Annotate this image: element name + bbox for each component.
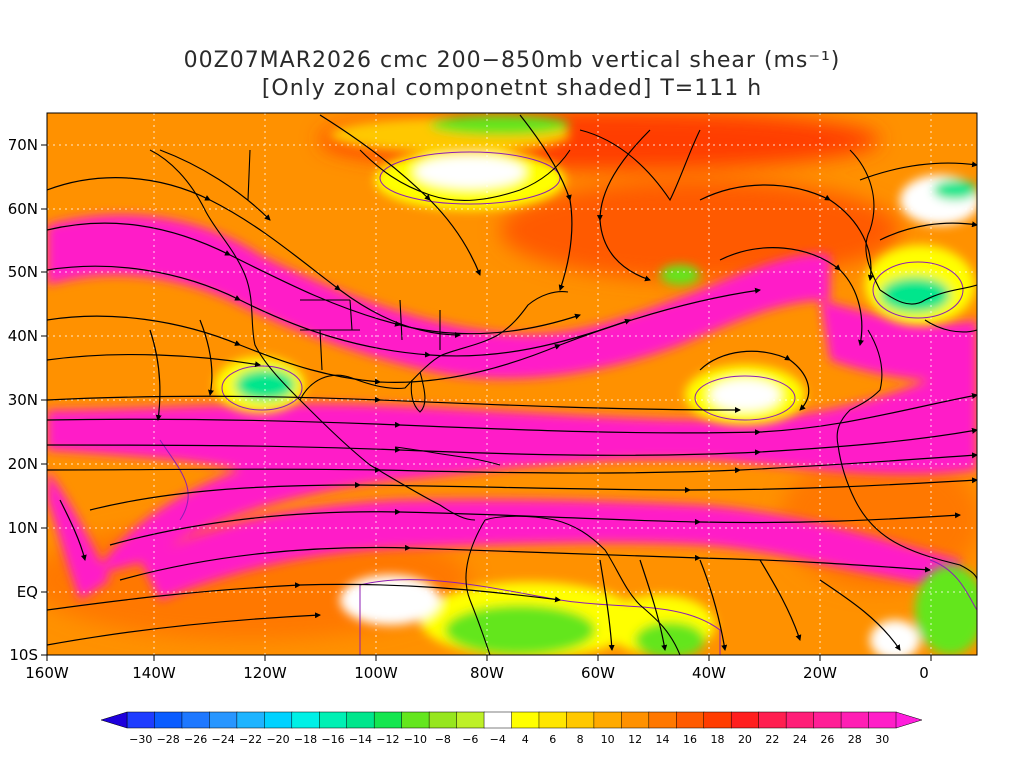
map-title-line-1: 00Z07MAR2026 cmc 200−850mb vertical shea… [183, 48, 841, 73]
colorbar-bin [401, 711, 430, 729]
lon-label-0: 0 [919, 664, 929, 682]
colorbar-bin [209, 711, 238, 729]
colorbar-tick-label: 10 [601, 733, 615, 746]
colorbar-bin [813, 711, 842, 729]
lat-label-10n: 10N [8, 519, 38, 537]
colorbar-tick-label: −14 [349, 733, 372, 746]
colorbar-tick-label: 16 [683, 733, 697, 746]
axis-ticks [41, 144, 932, 661]
colorbar-bin [291, 711, 320, 729]
colorbar-tick-label: −30 [129, 733, 152, 746]
lat-label-60n: 60N [8, 200, 38, 218]
colorbar-bin [181, 711, 211, 729]
shear-vector-streamlines [47, 114, 977, 651]
colorbar-tick-label: 26 [820, 733, 834, 746]
colorbar-bin [758, 711, 787, 729]
colorbar-bin [264, 711, 293, 729]
colorbar-bin [566, 711, 595, 729]
colorbar-tick-label: 6 [549, 733, 556, 746]
colorbar-bin [676, 711, 705, 729]
colorbar-tick-label: 4 [522, 733, 529, 746]
lon-label-100w: 100W [354, 664, 398, 682]
colorbar-tick-label: −28 [157, 733, 180, 746]
colorbar-bin [154, 711, 183, 729]
colorbar-bin [840, 711, 870, 729]
colorbar-tick-label: −18 [294, 733, 317, 746]
colorbar-max-arrow [895, 711, 923, 729]
lat-label-eq: EQ [17, 583, 38, 601]
colorbar-tick-label: −20 [266, 733, 289, 746]
colorbar-bin [346, 711, 375, 729]
colorbar-bin [868, 711, 897, 729]
lat-label-10s: 10S [9, 646, 38, 664]
colorbar-bin [785, 711, 815, 729]
colorbar-bin [538, 711, 568, 729]
colorbar-bin [593, 711, 623, 729]
colorbar-bin [703, 711, 732, 729]
colorbar-bin [730, 711, 760, 729]
colorbar-tick-label: 22 [765, 733, 779, 746]
colorbar-tick-label: 30 [875, 733, 889, 746]
lon-label-20w: 20W [803, 664, 837, 682]
longitude-labels: 160W 140W 120W 100W 80W 60W 40W 20W 0 [25, 664, 929, 682]
lat-label-20n: 20N [8, 455, 38, 473]
colorbar-tick-label: −16 [321, 733, 344, 746]
map-title-line-2: [Only zonal componetnt shaded] T=111 h [261, 76, 763, 101]
colorbar-tick-label: 28 [848, 733, 862, 746]
lat-label-70n: 70N [8, 136, 38, 154]
colorbar-tick-label: 18 [710, 733, 724, 746]
colorbar-bin [483, 711, 513, 729]
colorbar-bin [319, 711, 348, 729]
lon-label-120w: 120W [243, 664, 287, 682]
lon-label-80w: 80W [470, 664, 504, 682]
colorbar-tick-label: −24 [212, 733, 235, 746]
colorbar-bin [428, 711, 458, 729]
colorbar-tick-label: 24 [793, 733, 807, 746]
latitude-labels: 70N 60N 50N 40N 30N 20N 10N EQ 10S [8, 136, 38, 664]
map-frame [46, 112, 978, 656]
lon-label-140w: 140W [132, 664, 176, 682]
colorbar-tick-label: 20 [738, 733, 752, 746]
colorbar: −30 −28 −26 −24 −22 −20 −18 −16 −14 −12 −10 −8 −6 −4 4… [100, 711, 923, 746]
colorbar-tick-label: −8 [435, 733, 451, 746]
colorbar-bin [456, 711, 485, 729]
colorbar-tick-label: 14 [656, 733, 670, 746]
colorbar-tick-label: −26 [184, 733, 207, 746]
colorbar-tick-label: 8 [577, 733, 584, 746]
lat-label-40n: 40N [8, 327, 38, 345]
lon-label-160w: 160W [25, 664, 69, 682]
colorbar-tick-label: −4 [490, 733, 506, 746]
colorbar-bin [511, 711, 540, 729]
colorbar-bin [648, 711, 677, 729]
lat-label-50n: 50N [8, 263, 38, 281]
map-area [47, 113, 977, 655]
lat-label-30n: 30N [8, 391, 38, 409]
colorbar-bin [236, 711, 265, 729]
colorbar-tick-label: −12 [376, 733, 399, 746]
colorbar-bin [373, 711, 403, 729]
colorbar-min-arrow [100, 711, 128, 729]
lon-label-40w: 40W [692, 664, 726, 682]
colorbar-tick-label: −10 [404, 733, 427, 746]
colorbar-tick-label: −6 [462, 733, 478, 746]
colorbar-tick-label: −22 [239, 733, 262, 746]
lon-label-60w: 60W [581, 664, 615, 682]
colorbar-tick-label: 12 [628, 733, 642, 746]
colorbar-bin [621, 711, 650, 729]
colorbar-bin [126, 711, 156, 729]
